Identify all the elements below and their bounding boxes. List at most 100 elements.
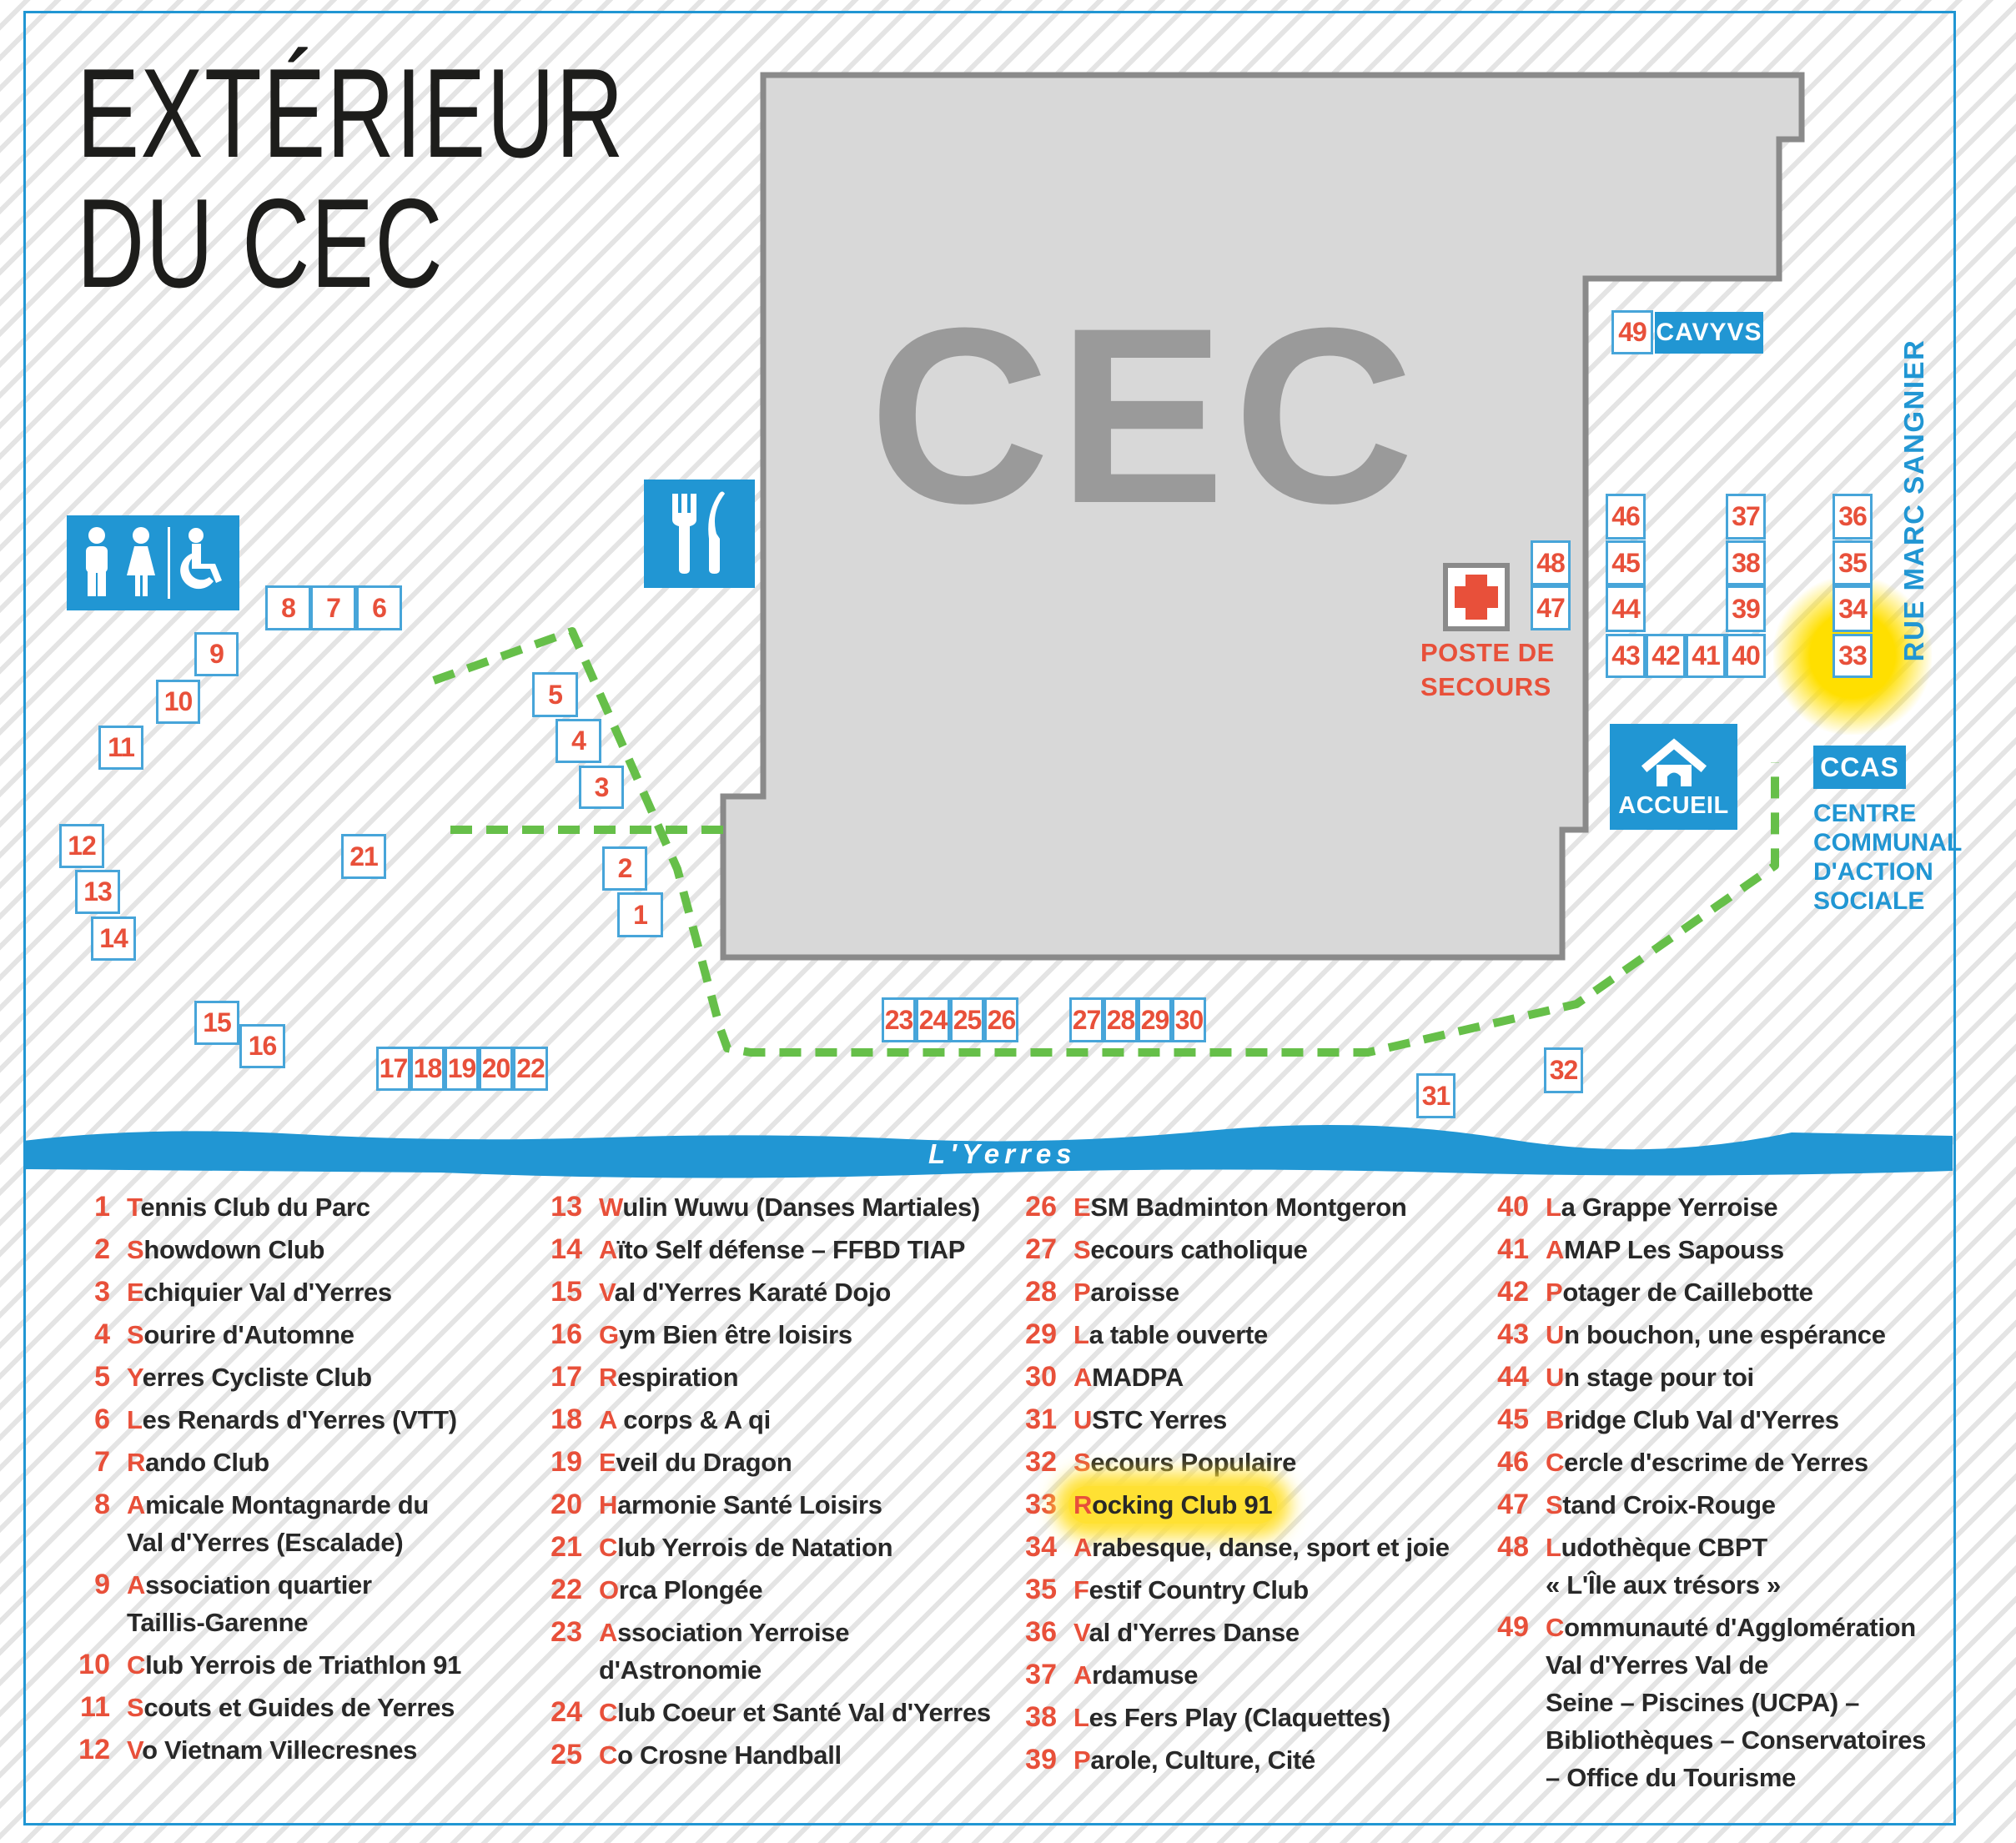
legend-item-label: Co Crosne Handball bbox=[599, 1740, 842, 1770]
legend-item-number: 48 bbox=[1497, 1531, 1529, 1563]
legend-item-label: Aïto Self défense – FFBD TIAP bbox=[599, 1235, 966, 1264]
cavyvs-label: CAVYVS bbox=[1655, 312, 1763, 354]
legend-item-number: 1 bbox=[94, 1191, 110, 1223]
legend-item-label: Stand Croix-Rouge bbox=[1546, 1490, 1776, 1519]
legend-item-label: Club Coeur et Santé Val d'Yerres bbox=[599, 1698, 991, 1727]
legend-item-label: Tennis Club du Parc bbox=[127, 1193, 370, 1222]
legend-item-label: Rando Club bbox=[127, 1448, 269, 1477]
legend-item-39: 39 Parole, Culture, Cité bbox=[997, 1741, 1468, 1779]
legend-item-label: Gym Bien être loisirs bbox=[599, 1320, 852, 1349]
stand-box-38: 38 bbox=[1726, 540, 1766, 585]
legend-item-label: Parole, Culture, Cité bbox=[1073, 1745, 1316, 1775]
stand-box-22: 22 bbox=[513, 1047, 548, 1091]
legend-item-35: 35 Festif Country Club bbox=[997, 1571, 1468, 1609]
stand-box-43: 43 bbox=[1606, 634, 1646, 678]
legend-item-label: Harmonie Santé Loisirs bbox=[599, 1490, 882, 1519]
legend-item-number: 7 bbox=[94, 1446, 110, 1478]
legend-item-38: 38 Les Fers Play (Claquettes) bbox=[997, 1699, 1468, 1736]
accueil-sign: ACCUEIL bbox=[1610, 724, 1737, 830]
legend-item-26: 26 ESM Badminton Montgeron bbox=[997, 1188, 1468, 1226]
stand-box-4: 4 bbox=[556, 719, 601, 763]
legend-item-number: 42 bbox=[1497, 1276, 1529, 1308]
legend-item-label: Club Yerrois de Natation bbox=[599, 1533, 893, 1562]
legend-item-label: Association quartier Taillis-Garenne bbox=[127, 1570, 372, 1637]
legend-item-number: 2 bbox=[94, 1233, 110, 1265]
legend-item-label: Amicale Montagnarde du Val d'Yerres (Esca… bbox=[127, 1490, 430, 1557]
legend-item-number: 33 bbox=[1025, 1489, 1057, 1520]
legend-item-label: Sourire d'Automne bbox=[127, 1320, 354, 1349]
legend-item-label: Showdown Club bbox=[127, 1235, 325, 1264]
legend-item-number: 23 bbox=[551, 1616, 582, 1648]
legend-item-number: 24 bbox=[551, 1696, 582, 1728]
legend-item-number: 45 bbox=[1497, 1404, 1529, 1435]
stand-box-2: 2 bbox=[602, 846, 647, 891]
legend-item-number: 8 bbox=[94, 1489, 110, 1520]
stand-box-9: 9 bbox=[194, 632, 239, 676]
legend-item-number: 28 bbox=[1025, 1276, 1057, 1308]
legend-item-label: Les Renards d'Yerres (VTT) bbox=[127, 1405, 457, 1434]
legend-item-45: 45 Bridge Club Val d'Yerres bbox=[1469, 1401, 1940, 1439]
legend-item-number: 40 bbox=[1497, 1191, 1529, 1223]
legend-item-number: 13 bbox=[551, 1191, 582, 1223]
legend-item-7: 7 Rando Club bbox=[50, 1444, 521, 1481]
legend-item-label: Club Yerrois de Triathlon 91 bbox=[127, 1650, 462, 1680]
restroom-icon bbox=[67, 515, 239, 610]
first-aid-cross-icon bbox=[1443, 563, 1510, 631]
stand-box-8: 8 bbox=[265, 585, 311, 630]
legend-item-number: 17 bbox=[551, 1361, 582, 1393]
legend-item-27: 27 Secours catholique bbox=[997, 1231, 1468, 1268]
stand-box-46: 46 bbox=[1606, 494, 1646, 540]
stand-box-31: 31 bbox=[1416, 1073, 1455, 1118]
legend-item-label: Festif Country Club bbox=[1073, 1575, 1309, 1604]
legend-item-label: Un stage pour toi bbox=[1546, 1363, 1754, 1392]
legend-item-label: AMAP Les Sapouss bbox=[1546, 1235, 1784, 1264]
legend-item-34: 34 Arabesque, danse, sport et joie bbox=[997, 1529, 1468, 1566]
legend-item-number: 44 bbox=[1497, 1361, 1529, 1393]
legend-item-label: Communauté d'Agglomération Val d'Yerres V… bbox=[1546, 1613, 1927, 1792]
legend-item-32: 32 Secours Populaire bbox=[997, 1444, 1468, 1481]
legend-item-number: 39 bbox=[1025, 1744, 1057, 1775]
legend-item-number: 38 bbox=[1025, 1701, 1057, 1733]
stand-box-42: 42 bbox=[1646, 634, 1686, 678]
stand-box-19: 19 bbox=[445, 1047, 479, 1091]
stand-box-11: 11 bbox=[98, 726, 143, 770]
cec-building bbox=[720, 72, 1805, 961]
legend-item-label: Cercle d'escrime de Yerres bbox=[1546, 1448, 1868, 1477]
legend-item-label: A corps & A qi bbox=[599, 1405, 771, 1434]
stand-box-13: 13 bbox=[75, 870, 120, 914]
legend-item-number: 36 bbox=[1025, 1616, 1057, 1648]
stand-box-35: 35 bbox=[1832, 540, 1873, 585]
legend-item-label: Secours catholique bbox=[1073, 1235, 1308, 1264]
legend-item-2: 2 Showdown Club bbox=[50, 1231, 521, 1268]
legend-item-48: 48 Ludothèque CBPT « L'Île aux trésors » bbox=[1469, 1529, 1940, 1604]
legend-item-label: Wulin Wuwu (Danses Martiales) bbox=[599, 1193, 980, 1222]
legend-item-number: 10 bbox=[78, 1649, 110, 1680]
legend-item-24: 24 Club Coeur et Santé Val d'Yerres bbox=[522, 1694, 993, 1731]
legend-column-3: 26 ESM Badminton Montgeron 27 Secours catho… bbox=[997, 1188, 1468, 1784]
stand-box-44: 44 bbox=[1606, 585, 1646, 632]
stand-box-18: 18 bbox=[410, 1047, 445, 1091]
legend-item-20: 20 Harmonie Santé Loisirs bbox=[522, 1486, 993, 1524]
legend-item-label: Association Yerroise d'Astronomie bbox=[599, 1618, 850, 1685]
legend-item-number: 27 bbox=[1025, 1233, 1057, 1265]
legend-item-number: 12 bbox=[78, 1734, 110, 1765]
stand-box-41: 41 bbox=[1686, 634, 1726, 678]
stand-box-15: 15 bbox=[194, 1001, 239, 1045]
legend-item-number: 9 bbox=[94, 1569, 110, 1600]
legend-item-number: 32 bbox=[1025, 1446, 1057, 1478]
legend-item-number: 29 bbox=[1025, 1318, 1057, 1350]
legend-item-18: 18 A corps & A qi bbox=[522, 1401, 993, 1439]
legend-item-number: 4 bbox=[94, 1318, 110, 1350]
legend-column-1: 1 Tennis Club du Parc 2 Showdown Club 3 Echiq… bbox=[50, 1188, 521, 1774]
stand-box-24: 24 bbox=[916, 997, 950, 1042]
legend-item-label: Un bouchon, une espérance bbox=[1546, 1320, 1886, 1349]
river-label: L'Yerres bbox=[928, 1138, 1077, 1169]
stand-box-45: 45 bbox=[1606, 540, 1646, 585]
legend-item-number: 37 bbox=[1025, 1659, 1057, 1690]
legend-item-44: 44 Un stage pour toi bbox=[1469, 1358, 1940, 1396]
legend-item-16: 16 Gym Bien être loisirs bbox=[522, 1316, 993, 1353]
legend-item-label: Respiration bbox=[599, 1363, 739, 1392]
legend-item-number: 31 bbox=[1025, 1404, 1057, 1435]
legend-item-label: La table ouverte bbox=[1073, 1320, 1268, 1349]
